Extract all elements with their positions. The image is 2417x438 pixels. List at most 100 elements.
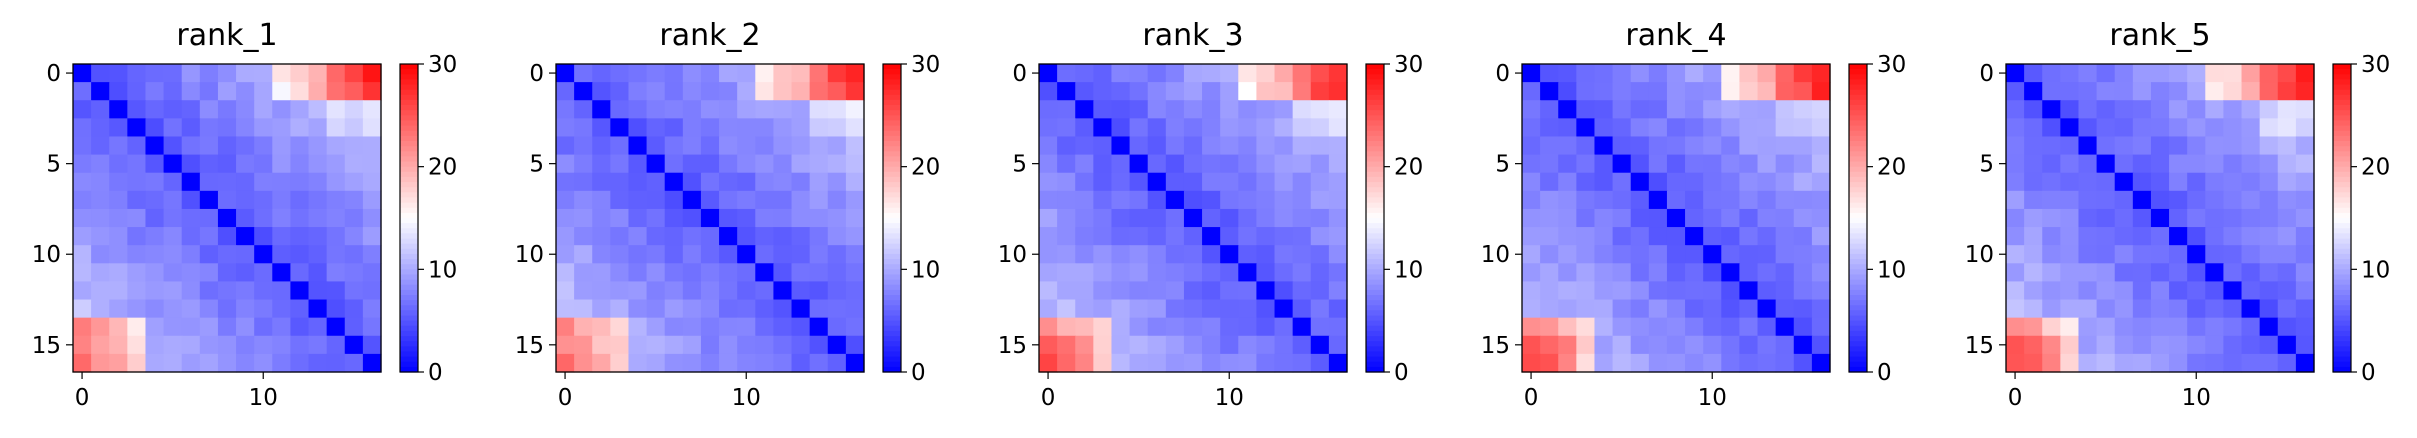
heatmap-cell — [1648, 82, 1668, 101]
heatmap-cell — [1256, 281, 1276, 301]
heatmap-cell — [2223, 263, 2243, 283]
heatmap-cell — [2277, 64, 2297, 83]
heatmap-cell — [1057, 118, 1076, 138]
heatmap-cell — [791, 154, 811, 174]
heatmap-cell — [737, 227, 756, 246]
heatmap-cell — [1238, 190, 1258, 210]
colorbar-segment — [2333, 125, 2351, 132]
heatmap-cell — [91, 245, 110, 264]
heatmap-cell — [2078, 227, 2098, 246]
heatmap-cell — [1220, 118, 1239, 138]
heatmap-cell — [2223, 190, 2243, 210]
heatmap-cell — [344, 245, 364, 264]
heatmap-cell — [1220, 317, 1239, 337]
heatmap-cell — [1612, 335, 1632, 355]
heatmap-cell — [2024, 317, 2043, 337]
heatmap-cell — [2024, 245, 2043, 264]
heatmap-cell — [1220, 100, 1239, 119]
heatmap-cell — [1540, 172, 1559, 192]
heatmap-cell — [91, 64, 110, 83]
colorbar-segment — [883, 269, 901, 276]
colorbar-segment — [1366, 320, 1384, 327]
heatmap-cell — [1165, 317, 1185, 337]
heatmap-cell — [1594, 299, 1614, 319]
heatmap-cell — [809, 136, 829, 156]
heatmap-cell — [1292, 190, 1312, 210]
heatmap-cell — [2187, 100, 2206, 119]
heatmap-cell — [682, 172, 702, 192]
heatmap-cell — [73, 353, 92, 373]
heatmap-cell — [1111, 335, 1131, 355]
colorbar-segment — [2333, 141, 2351, 147]
heatmap-cell — [1757, 100, 1777, 119]
heatmap-cell — [181, 172, 201, 192]
heatmap-cell — [1522, 353, 1541, 373]
heatmap-cell — [755, 190, 775, 210]
heatmap-cell — [145, 335, 165, 355]
heatmap-cell — [254, 245, 273, 264]
heatmap-cell — [181, 263, 201, 283]
colorbar-tick-label: 20 — [1394, 155, 1423, 181]
heatmap-cell — [199, 317, 219, 337]
heatmap-cell — [700, 335, 720, 355]
heatmap-cell — [1075, 353, 1094, 373]
heatmap-cell — [73, 82, 92, 101]
heatmap-cell — [1522, 245, 1541, 264]
heatmap-cell — [2259, 263, 2279, 283]
heatmap-cell — [809, 190, 829, 210]
heatmap-cell — [791, 82, 811, 101]
heatmap-cell — [574, 118, 593, 138]
heatmap-cell — [556, 281, 575, 301]
heatmap-cell — [1183, 263, 1203, 283]
colorbar-segment — [400, 253, 418, 260]
heatmap-cell — [1685, 118, 1704, 138]
heatmap-cell — [664, 100, 684, 119]
heatmap-cell — [1328, 317, 1348, 337]
colorbar-tick-label: 30 — [911, 52, 940, 78]
heatmap-cell — [290, 172, 310, 192]
heatmap-cell — [2096, 64, 2116, 83]
heatmap-cell — [1256, 190, 1276, 210]
panel-title: rank_5 — [2109, 18, 2210, 53]
heatmap-cell — [1256, 100, 1276, 119]
heatmap-cell — [2169, 64, 2188, 83]
heatmap-cell — [1039, 118, 1058, 138]
heatmap-cell — [1057, 82, 1076, 101]
heatmap-cell — [217, 353, 237, 373]
heatmap-cell — [1202, 64, 1221, 83]
heatmap-cell — [344, 118, 364, 138]
heatmap-cell — [682, 208, 702, 228]
colorbar-segment — [1849, 182, 1867, 188]
heatmap-cell — [2150, 353, 2170, 373]
heatmap-cell — [163, 353, 183, 373]
heatmap-cell — [1274, 100, 1294, 119]
heatmap-cell — [556, 172, 575, 192]
heatmap-cell — [791, 100, 811, 119]
heatmap-cell — [1039, 208, 1058, 228]
heatmap-cell — [827, 299, 847, 319]
heatmap-cell — [2096, 299, 2116, 319]
heatmap-cell — [2024, 118, 2043, 138]
heatmap-cell — [344, 190, 364, 210]
colorbar-segment — [1366, 99, 1384, 106]
heatmap-cell — [610, 64, 630, 83]
heatmap-cell — [809, 281, 829, 301]
heatmap-cell — [1039, 100, 1058, 119]
heatmap-cell — [1648, 263, 1668, 283]
x-tick-label: 0 — [1041, 385, 1056, 411]
heatmap-cell — [1522, 136, 1541, 156]
heatmap-cell — [1183, 136, 1203, 156]
colorbar-segment — [883, 341, 901, 347]
heatmap-cell — [2078, 299, 2098, 319]
heatmap-cell — [308, 190, 328, 210]
colorbar-segment — [1366, 110, 1384, 116]
heatmap-cell — [344, 172, 364, 192]
heatmap-cell — [556, 317, 575, 337]
colorbar-segment — [400, 351, 418, 358]
heatmap-cell — [2114, 245, 2134, 264]
heatmap-cell — [2241, 172, 2261, 192]
heatmap-cell — [845, 64, 865, 83]
heatmap-cell — [2132, 227, 2152, 246]
